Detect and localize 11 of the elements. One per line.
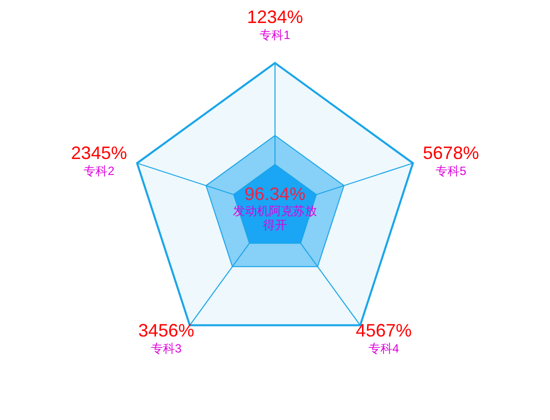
category-label: 专科4 bbox=[368, 342, 400, 356]
data-label: 5678% bbox=[422, 142, 479, 163]
category-label: 专科5 bbox=[436, 164, 467, 178]
data-label: 4567% bbox=[356, 320, 412, 341]
category-label: 专科1 bbox=[260, 28, 291, 42]
category-label: 专科3 bbox=[150, 342, 182, 356]
data-label: 2345% bbox=[71, 142, 128, 163]
text: 96.34% bbox=[244, 184, 306, 204]
data-label: 3456% bbox=[138, 320, 194, 341]
category-label: 专科2 bbox=[84, 164, 115, 178]
data-label: 1234% bbox=[246, 7, 304, 27]
